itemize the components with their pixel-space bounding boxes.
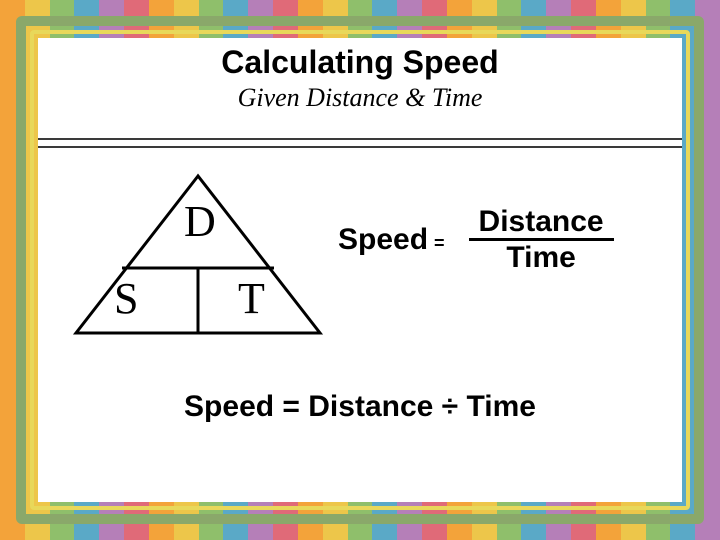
page-subtitle: Given Distance & Time: [38, 83, 682, 113]
formula-denominator: Time: [496, 241, 585, 274]
triangle-label-d: D: [184, 196, 216, 247]
divider-line: [38, 146, 682, 148]
speed-formula-fraction: Speed = Distance Time: [338, 205, 614, 274]
formula-triangle: D S T: [68, 168, 328, 343]
triangle-label-t: T: [238, 273, 265, 324]
speed-equation-line: Speed = Distance ÷ Time: [38, 390, 682, 424]
formula-lhs: Speed: [338, 223, 428, 257]
page-title: Calculating Speed: [38, 44, 682, 81]
triangle-label-s: S: [114, 273, 138, 324]
divider-line: [38, 138, 682, 140]
triangle-icon: [68, 168, 328, 343]
content-panel: Calculating Speed Given Distance & Time …: [38, 38, 682, 502]
formula-numerator: Distance: [469, 205, 614, 238]
formula-equals: =: [434, 233, 445, 254]
formula-fraction: Distance Time: [469, 205, 614, 274]
main-content-row: D S T Speed = Distance Time: [38, 163, 682, 353]
